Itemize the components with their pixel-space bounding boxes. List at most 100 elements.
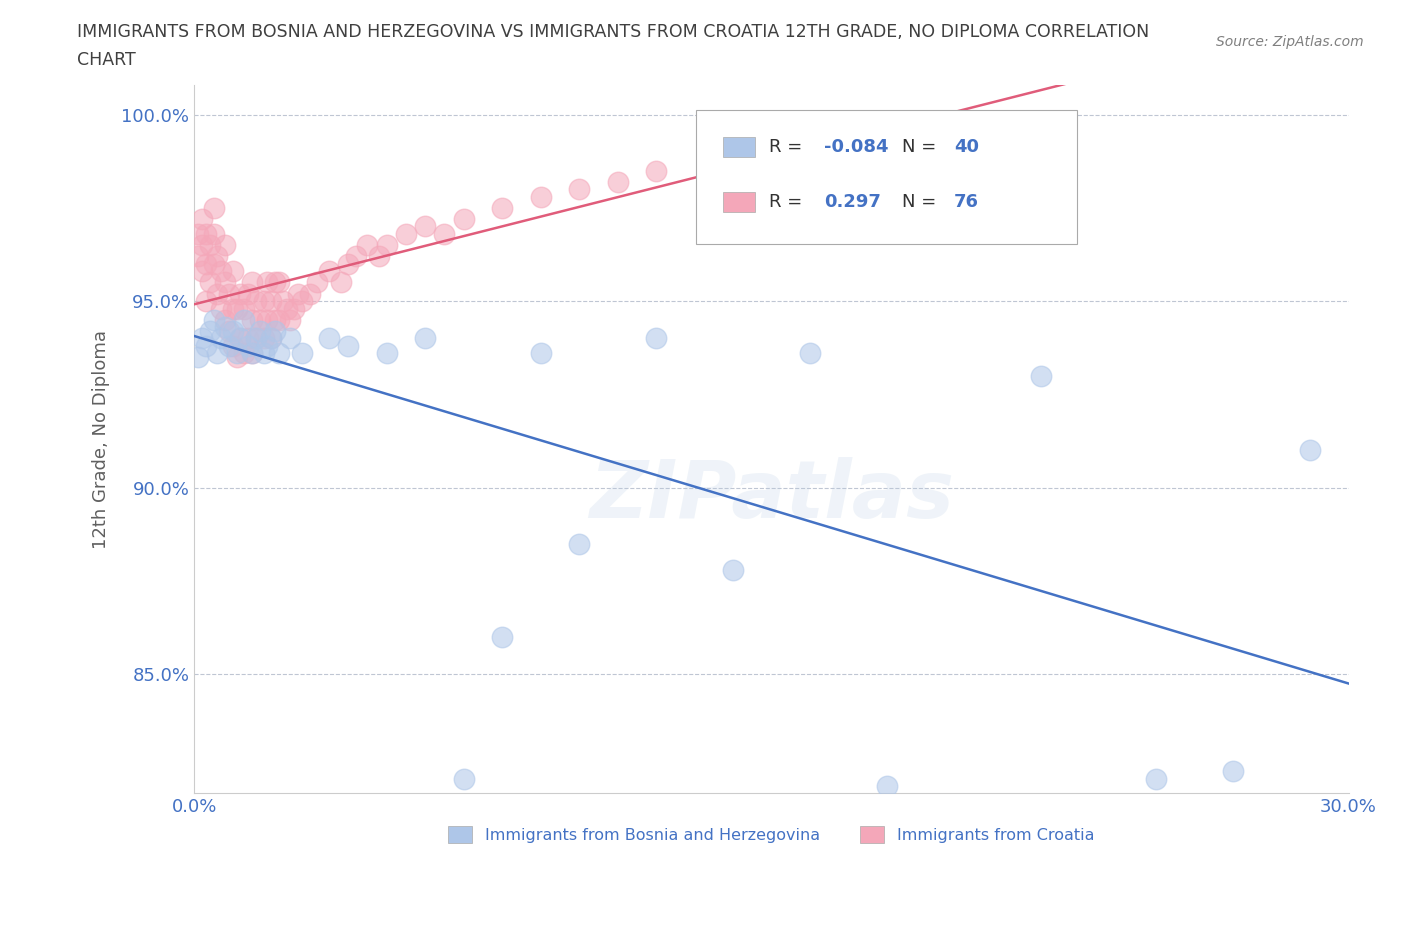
Point: [271, 294, 294, 309]
Point: [202, 312, 225, 327]
Point: [413, 331, 436, 346]
Point: [209, 264, 232, 279]
Point: [307, 275, 329, 290]
Point: [222, 264, 245, 279]
Point: [233, 312, 256, 327]
Point: [264, 312, 287, 327]
Point: [187, 249, 209, 264]
Point: [298, 286, 321, 301]
Point: [218, 339, 240, 353]
Text: N =: N =: [901, 193, 942, 211]
Point: [240, 312, 263, 327]
Point: [876, 778, 898, 793]
Point: [413, 219, 436, 234]
Point: [529, 346, 551, 361]
Point: [198, 324, 221, 339]
Text: 40: 40: [953, 139, 979, 156]
Point: [194, 294, 217, 309]
Point: [202, 200, 225, 215]
Point: [721, 563, 744, 578]
Point: [337, 257, 360, 272]
Point: [260, 331, 283, 346]
Point: [229, 331, 252, 346]
Point: [276, 301, 298, 316]
Point: [240, 346, 263, 361]
Point: [218, 286, 240, 301]
Point: [225, 301, 247, 316]
Point: [291, 294, 314, 309]
Point: [1222, 764, 1244, 778]
Point: [233, 346, 256, 361]
Text: IMMIGRANTS FROM BOSNIA AND HERZEGOVINA VS IMMIGRANTS FROM CROATIA 12TH GRADE, NO: IMMIGRANTS FROM BOSNIA AND HERZEGOVINA V…: [77, 23, 1150, 41]
Point: [191, 238, 214, 253]
Point: [209, 331, 232, 346]
Point: [260, 294, 283, 309]
Point: [202, 227, 225, 242]
Point: [799, 346, 821, 361]
Point: [252, 346, 274, 361]
Point: [202, 257, 225, 272]
Point: [249, 312, 271, 327]
Point: [207, 346, 229, 361]
Point: [207, 249, 229, 264]
Point: [225, 346, 247, 361]
Point: [267, 312, 290, 327]
Text: R =: R =: [769, 193, 808, 211]
Point: [1144, 771, 1167, 786]
Point: [218, 324, 240, 339]
Point: [606, 174, 628, 189]
FancyBboxPatch shape: [723, 192, 755, 212]
Point: [433, 227, 456, 242]
Point: [245, 294, 267, 309]
Point: [256, 312, 278, 327]
Point: [194, 257, 217, 272]
Point: [264, 324, 287, 339]
Point: [491, 200, 513, 215]
Point: [356, 238, 378, 253]
Point: [194, 227, 217, 242]
Point: [214, 320, 236, 335]
Point: [252, 294, 274, 309]
Point: [721, 152, 744, 166]
Point: [267, 346, 290, 361]
Point: [645, 163, 668, 178]
Point: [229, 286, 252, 301]
FancyBboxPatch shape: [696, 110, 1077, 245]
Point: [209, 301, 232, 316]
Point: [187, 350, 209, 365]
Point: [214, 275, 236, 290]
Point: [222, 301, 245, 316]
Point: [245, 331, 267, 346]
Point: [214, 238, 236, 253]
Text: 76: 76: [953, 193, 979, 211]
Point: [337, 339, 360, 353]
Point: [318, 331, 340, 346]
Point: [799, 144, 821, 159]
Point: [264, 275, 287, 290]
Point: [238, 286, 260, 301]
Point: [344, 249, 367, 264]
Point: [529, 189, 551, 204]
Text: CHART: CHART: [77, 51, 136, 69]
Point: [291, 346, 314, 361]
Point: [214, 312, 236, 327]
Point: [222, 324, 245, 339]
Point: [252, 331, 274, 346]
Point: [240, 275, 263, 290]
Point: [191, 212, 214, 227]
Point: [256, 275, 278, 290]
Point: [233, 301, 256, 316]
Y-axis label: 12th Grade, No Diploma: 12th Grade, No Diploma: [93, 329, 110, 549]
Point: [368, 249, 391, 264]
Point: [283, 301, 305, 316]
Point: [194, 339, 217, 353]
Text: 0.297: 0.297: [824, 193, 882, 211]
Point: [287, 286, 309, 301]
Point: [318, 264, 340, 279]
Point: [491, 630, 513, 644]
Point: [280, 312, 302, 327]
Point: [240, 346, 263, 361]
Point: [191, 331, 214, 346]
Point: [568, 181, 591, 196]
Point: [453, 771, 475, 786]
